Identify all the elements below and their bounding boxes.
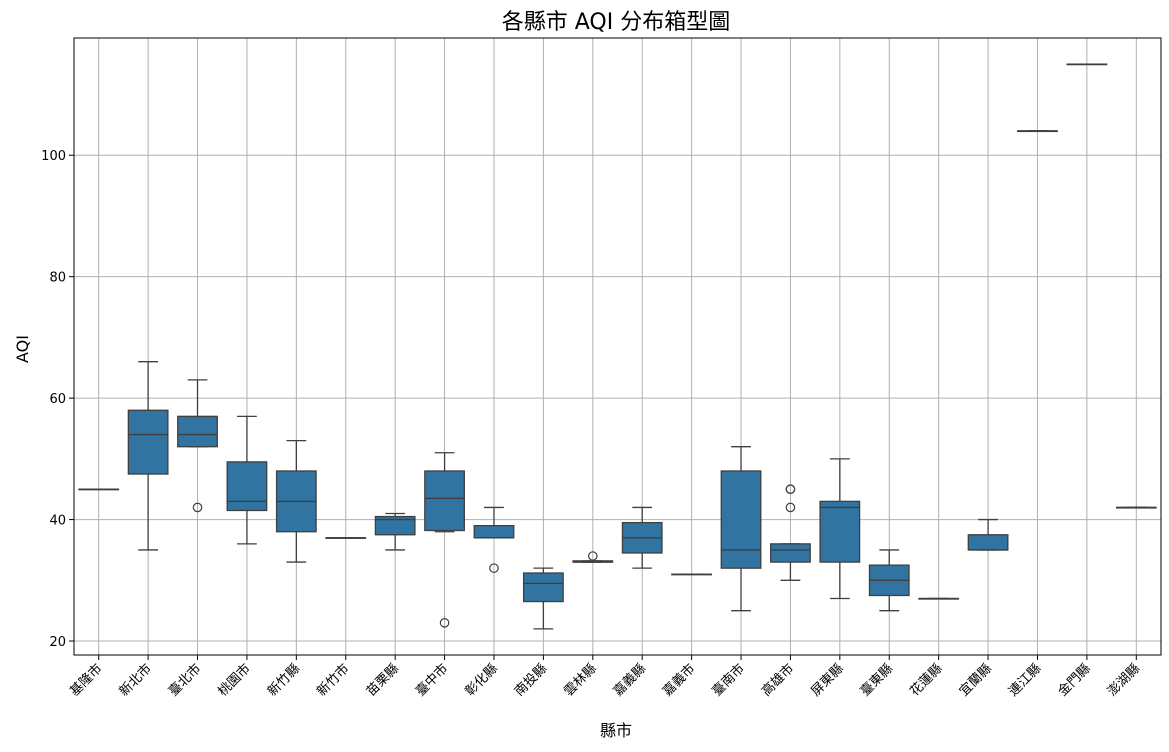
x-tick-label: 高雄市 (758, 661, 797, 700)
x-tick-label: 苗栗縣 (364, 661, 402, 699)
box-12 (621, 506, 663, 569)
outlier-point (489, 563, 499, 573)
x-tick-label: 新北市 (116, 661, 155, 700)
x-tick-label: 桃園市 (215, 661, 254, 700)
axes: 20 40 60 80 100 基隆市 新北市 臺北市 桃園市 新竹縣 新竹市 苗栗縣 臺中市 彰化縣 南投… (41, 37, 1162, 700)
box-22 (1115, 506, 1157, 509)
outlier-point (785, 502, 796, 513)
box-body (127, 409, 169, 475)
box-15 (770, 484, 811, 581)
box-8 (424, 452, 465, 628)
box-14 (720, 446, 762, 612)
x-tick-label: 臺中市 (412, 661, 451, 700)
x-tick-label: 臺北市 (165, 661, 204, 700)
box-11 (572, 551, 614, 563)
y-axis-title: AQI (13, 335, 32, 363)
box-2 (127, 361, 169, 551)
chart-title: 各縣市 AQI 分布箱型圖 (502, 10, 730, 35)
box-body (522, 572, 564, 603)
x-tick-label: 連江縣 (1006, 661, 1044, 699)
x-tick-label: 澎湖縣 (1105, 661, 1143, 699)
box-body (226, 461, 268, 512)
box-9 (473, 506, 515, 573)
x-tick-label: 基隆市 (67, 661, 106, 700)
box-19 (967, 518, 1009, 551)
box-body (177, 415, 218, 448)
box-16 (819, 458, 861, 600)
outlier-point (192, 502, 203, 513)
x-axis-title: 縣市 (600, 721, 632, 740)
x-tick-label: 新竹市 (314, 661, 353, 700)
x-tick-label: 嘉義縣 (610, 661, 649, 700)
y-tick-label: 80 (49, 271, 66, 286)
x-tick-label: 嘉義市 (660, 661, 699, 700)
box-body (424, 470, 465, 532)
boxes (78, 63, 1157, 630)
box-body (473, 524, 515, 539)
box-body (374, 515, 416, 536)
box-body (770, 543, 811, 563)
y-tick-label: 100 (41, 149, 66, 164)
x-tick-label: 金門縣 (1055, 661, 1094, 700)
outlier-point (587, 551, 598, 561)
box-18 (918, 597, 960, 600)
box-10 (522, 567, 564, 630)
grid-lines (74, 38, 1161, 655)
y-tick-label: 20 (49, 635, 66, 650)
box-body (720, 470, 762, 569)
outlier-point (439, 618, 450, 628)
x-tick-label: 臺南市 (709, 661, 748, 700)
y-tick-label: 40 (49, 514, 66, 529)
x-tick-label: 雲林縣 (561, 661, 599, 699)
box-1 (78, 488, 120, 491)
x-tick-label: 臺東縣 (857, 661, 896, 700)
x-tick-label: 宜蘭縣 (956, 661, 995, 700)
box-17 (868, 549, 910, 612)
x-tick-label: 花蓮縣 (907, 661, 946, 700)
box-body (967, 534, 1009, 551)
box-5 (275, 439, 317, 563)
outlier-point (785, 484, 796, 495)
x-tick-label: 南投縣 (511, 661, 550, 700)
x-tick-label: 屏東縣 (808, 661, 847, 700)
x-tick-label: 新竹縣 (264, 661, 303, 700)
box-6 (325, 537, 367, 539)
box-13 (671, 573, 713, 576)
box-21 (1066, 63, 1108, 66)
box-body (819, 500, 861, 563)
box-3 (177, 379, 218, 513)
y-tick-label: 60 (49, 392, 66, 407)
x-tick-label: 彰化縣 (462, 661, 501, 700)
plot-frame (73, 37, 1162, 656)
box-4 (226, 415, 268, 545)
box-7 (374, 512, 416, 551)
box-20 (1017, 130, 1058, 133)
